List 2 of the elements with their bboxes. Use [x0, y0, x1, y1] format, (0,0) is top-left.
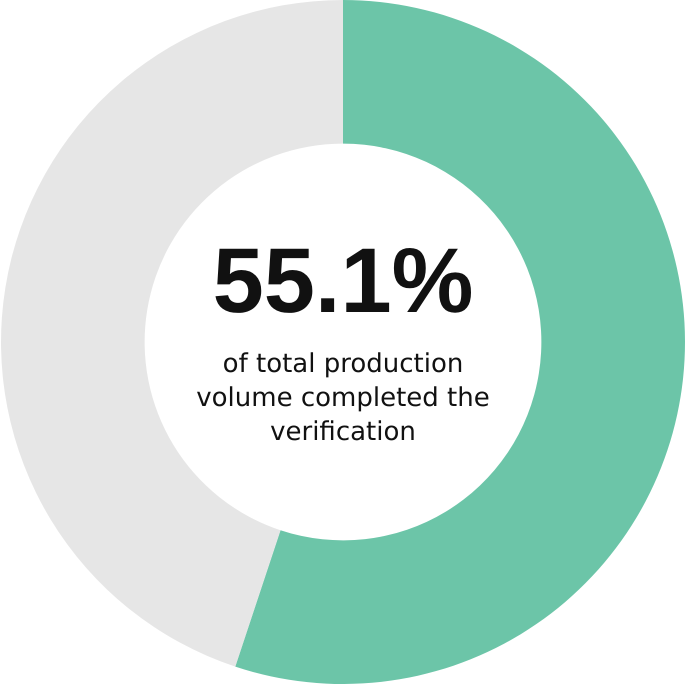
data-label: 55.1% [212, 230, 474, 332]
text: of total production volume completed the verification [196, 349, 490, 447]
